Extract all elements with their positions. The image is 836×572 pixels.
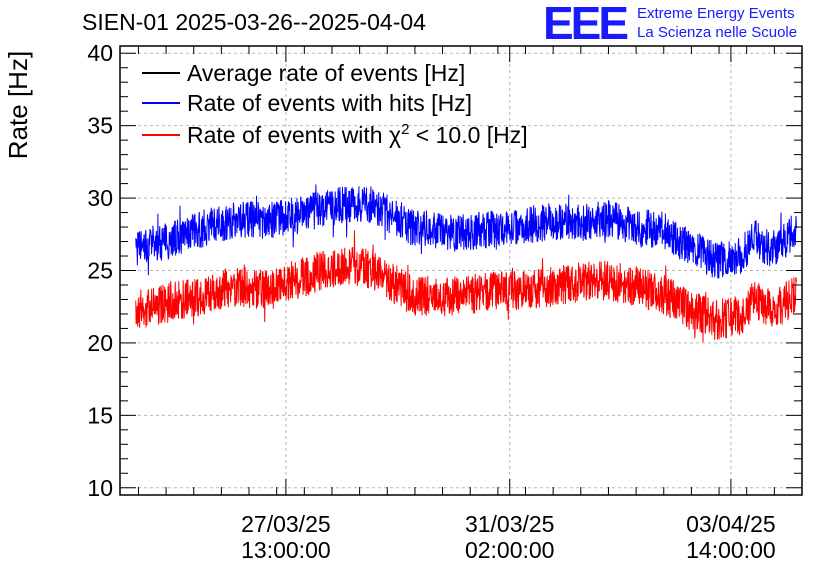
x-tick-label-time: 02:00:00 [465, 537, 555, 563]
x-tick-label-time: 14:00:00 [686, 537, 776, 563]
y-tick-label: 15 [87, 402, 113, 428]
legend-label-1: Average rate of events [Hz] [187, 60, 465, 86]
x-tick-label-date: 03/04/25 [686, 511, 776, 537]
y-axis-label: Rate [Hz] [3, 51, 33, 159]
rate-chart: 10 15 20 25 30 35 40 27/03/2513:00:00 31/03/2502… [0, 0, 836, 572]
y-tick-label: 40 [87, 40, 113, 66]
y-tick-label: 25 [87, 258, 113, 284]
y-tick-label: 30 [87, 185, 113, 211]
legend-label-3: Rate of events with χ2 < 10.0 [Hz] [187, 121, 528, 148]
y-tick-label: 35 [87, 113, 113, 139]
x-tick-label-date: 31/03/25 [465, 511, 555, 537]
y-tick-label: 20 [87, 330, 113, 356]
x-tick-label-time: 13:00:00 [241, 537, 331, 563]
series-hits-line [136, 185, 797, 279]
legend-label-2: Rate of events with hits [Hz] [187, 90, 472, 116]
x-tick-label-date: 27/03/25 [241, 511, 331, 537]
y-tick-label: 10 [87, 475, 113, 501]
